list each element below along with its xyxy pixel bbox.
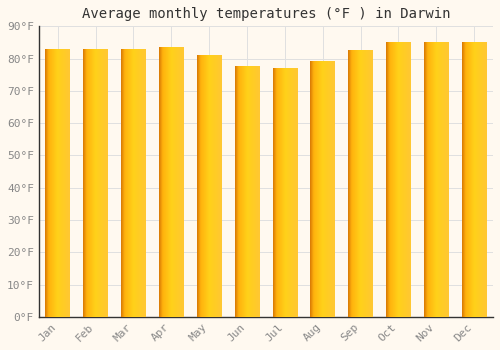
Title: Average monthly temperatures (°F ) in Darwin: Average monthly temperatures (°F ) in Da… — [82, 7, 450, 21]
